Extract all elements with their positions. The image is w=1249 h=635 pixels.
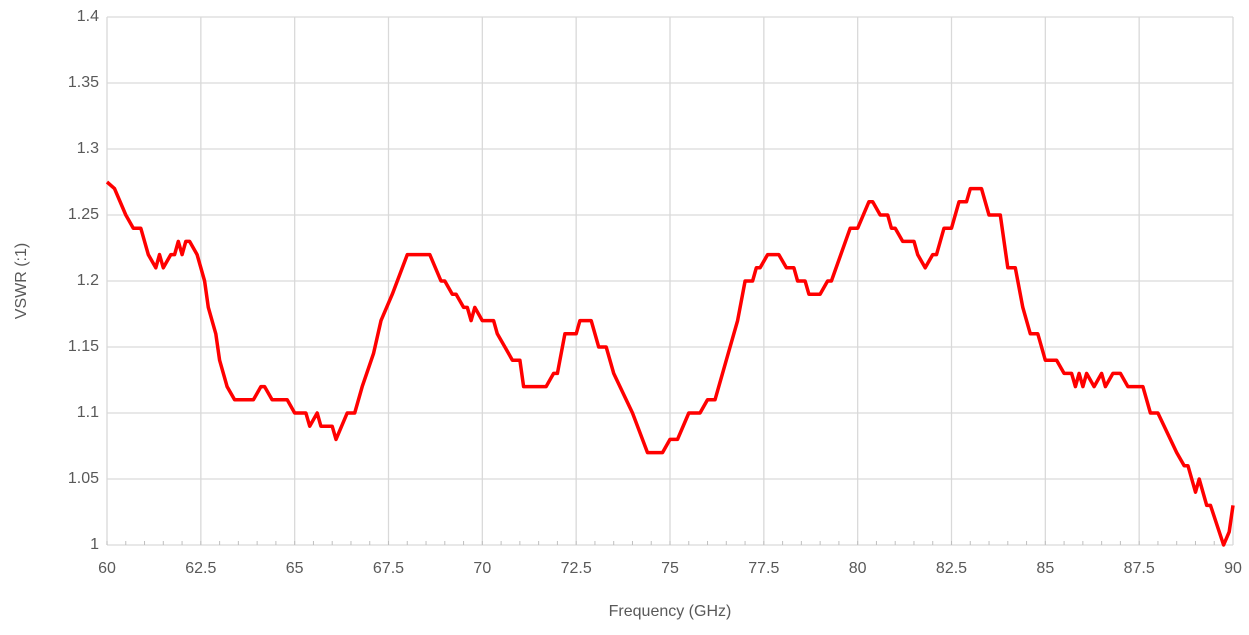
y-tick-label: 1.3 bbox=[77, 140, 99, 157]
x-tick-label: 75 bbox=[661, 560, 679, 577]
x-tick-label: 62.5 bbox=[185, 560, 216, 577]
x-tick-label: 77.5 bbox=[748, 560, 779, 577]
data-line bbox=[105, 180, 1235, 547]
y-tick-label: 1 bbox=[90, 536, 99, 553]
x-tick-label: 80 bbox=[849, 560, 867, 577]
x-tick-label: 65 bbox=[286, 560, 304, 577]
x-tick-label: 87.5 bbox=[1124, 560, 1155, 577]
y-tick-label: 1.15 bbox=[68, 338, 99, 355]
y-tick-label: 1.05 bbox=[68, 470, 99, 487]
x-tick-label: 90 bbox=[1224, 560, 1242, 577]
y-axis-title: VSWR (:1) bbox=[13, 243, 30, 319]
x-tick-label: 70 bbox=[473, 560, 491, 577]
y-tick-label: 1.2 bbox=[77, 272, 99, 289]
y-tick-label: 1.25 bbox=[68, 206, 99, 223]
x-tick-label: 82.5 bbox=[936, 560, 967, 577]
x-tick-label: 67.5 bbox=[373, 560, 404, 577]
x-axis-title: Frequency (GHz) bbox=[609, 603, 732, 620]
y-tick-label: 1.35 bbox=[68, 74, 99, 91]
x-tick-label: 85 bbox=[1036, 560, 1054, 577]
y-tick-label: 1.4 bbox=[77, 8, 99, 25]
x-tick-label: 72.5 bbox=[561, 560, 592, 577]
x-tick-label: 60 bbox=[98, 560, 116, 577]
y-tick-label: 1.1 bbox=[77, 404, 99, 421]
